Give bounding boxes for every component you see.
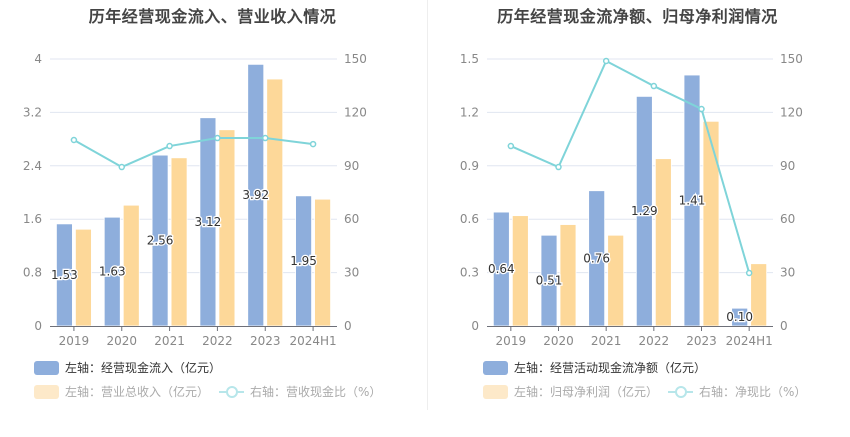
left-axis-tick-label: 0.6 xyxy=(460,212,479,226)
legend-swatch-bar xyxy=(34,384,59,399)
bar-data-label: 3.12 xyxy=(195,215,222,229)
ratio-line-point xyxy=(262,134,269,142)
chart-plot-area: 0 0 0.8 30 1.6 60 2.4 90 3.2 120 4 150 2019 2020 2021 2… xyxy=(23,52,367,348)
bar-data-label: 3.92 xyxy=(242,188,269,202)
right-axis-tick-label: 60 xyxy=(344,212,359,226)
left-axis-tick-label: 0.9 xyxy=(460,159,479,173)
legend-line-marker-icon xyxy=(219,385,244,399)
bar-secondary xyxy=(750,263,768,327)
ratio-line-point xyxy=(650,82,658,90)
legend-swatch-bar xyxy=(34,360,59,375)
x-axis-tick-label: 2019 xyxy=(59,334,90,348)
legend-line-marker-icon xyxy=(668,385,693,399)
right-axis-tick-label: 0 xyxy=(780,319,788,333)
bar-secondary xyxy=(266,78,284,327)
legend-label: 左轴：营业总收入（亿元） xyxy=(65,385,210,399)
bar-secondary xyxy=(314,198,331,327)
ratio-line-point xyxy=(745,269,753,277)
bar-secondary xyxy=(511,215,529,327)
x-axis-tick-label: 2020 xyxy=(543,334,574,348)
x-axis-tick-label: 2022 xyxy=(639,334,670,348)
chart-title: 历年经营现金流入、营业收入情况 xyxy=(88,7,337,26)
bar-data-label: 1.95 xyxy=(290,254,317,268)
x-axis-tick-label: 2022 xyxy=(202,334,233,348)
ratio-line-point xyxy=(70,136,78,144)
ratio-line-point xyxy=(309,140,317,148)
left-axis-tick-label: 0.3 xyxy=(460,266,479,280)
left-axis-tick-label: 1.2 xyxy=(460,105,479,119)
ratio-line-point xyxy=(698,105,705,113)
legend-label: 左轴：经营现金流入（亿元） xyxy=(65,361,222,375)
right-axis-tick-label: 90 xyxy=(780,159,795,173)
left-axis-tick-label: 1.6 xyxy=(23,212,42,226)
bar-data-label: 1.63 xyxy=(99,265,126,279)
legend-label: 右轴：净现比（%） xyxy=(699,385,807,399)
right-axis-tick-label: 120 xyxy=(780,105,803,119)
legend-swatch-bar xyxy=(483,360,508,375)
ratio-line-point xyxy=(507,142,515,150)
legend-item-net-profit[interactable]: 左轴：归母净利润（亿元） xyxy=(483,383,658,400)
ratio-line xyxy=(73,137,314,169)
legend-swatch-bar xyxy=(483,384,508,399)
bar-secondary xyxy=(702,120,720,327)
legend-item-net-cash-ratio[interactable]: 右轴：净现比（%） xyxy=(668,383,806,400)
right-axis-tick-label: 90 xyxy=(344,159,359,173)
legend-item-cash-inflow[interactable]: 左轴：经营现金流入（亿元） xyxy=(34,359,221,376)
ratio-line-point xyxy=(214,134,221,142)
right-axis-tick-label: 150 xyxy=(780,52,803,66)
left-axis-tick-label: 4 xyxy=(34,52,42,66)
chart-plot-area: 0 0 0.3 30 0.6 60 0.9 90 1.2 120 1.5 150 2019 2020 202… xyxy=(460,52,803,348)
bar-secondary xyxy=(75,228,92,327)
left-axis-tick-label: 0 xyxy=(34,319,42,333)
bar-data-label: 1.41 xyxy=(679,194,706,208)
legend-item-revenue[interactable]: 左轴：营业总收入（亿元） xyxy=(34,383,209,400)
panel-divider xyxy=(427,0,428,410)
x-axis-tick-label: 2023 xyxy=(686,334,717,348)
x-axis-tick-label: 2024H1 xyxy=(726,334,773,348)
x-axis-tick-label: 2021 xyxy=(591,334,622,348)
legend-label: 右轴：营收现金比（%） xyxy=(250,385,382,399)
x-axis-tick-label: 2020 xyxy=(106,334,137,348)
bar-secondary xyxy=(218,129,236,327)
chart-panel-net-cash-flow-net-profit: 历年经营现金流净额、归母净利润情况 0 0 0.3 30 0.6 60 0.9 90 1.2 12… xyxy=(425,0,850,437)
right-axis-tick-label: 60 xyxy=(780,212,795,226)
bar-data-label: 2.56 xyxy=(147,234,174,248)
bar-data-label: 1.53 xyxy=(51,268,78,282)
ratio-line xyxy=(510,59,751,274)
right-axis-tick-label: 150 xyxy=(344,52,367,66)
right-axis-tick-label: 0 xyxy=(344,319,352,333)
ratio-line-point xyxy=(166,142,173,150)
left-axis-tick-label: 0.8 xyxy=(23,266,42,280)
x-axis-tick-label: 2019 xyxy=(496,334,527,348)
left-axis-tick-label: 3.2 xyxy=(23,105,42,119)
x-axis-tick-label: 2023 xyxy=(250,334,281,348)
left-axis-tick-label: 2.4 xyxy=(23,159,42,173)
bar-data-label: 0.51 xyxy=(536,274,563,288)
bar-data-label: 0.76 xyxy=(583,251,610,265)
legend-label: 左轴：经营活动现金流净额（亿元） xyxy=(514,361,707,375)
right-axis-tick-label: 120 xyxy=(344,105,367,119)
x-axis-tick-label: 2021 xyxy=(154,334,185,348)
bar-data-label: 0.64 xyxy=(488,262,515,276)
bar-data-label: 0.10 xyxy=(726,310,753,324)
ratio-line-point xyxy=(555,163,562,171)
bar-secondary xyxy=(559,224,577,327)
bar-secondary xyxy=(607,234,625,327)
bar-secondary xyxy=(170,157,188,327)
x-axis-tick-label: 2024H1 xyxy=(289,334,336,348)
ratio-line-point xyxy=(602,57,610,65)
left-axis-tick-label: 1.5 xyxy=(460,52,479,66)
legend-item-net-cash-flow[interactable]: 左轴：经营活动现金流净额（亿元） xyxy=(483,359,706,376)
bar-data-label: 1.29 xyxy=(631,204,658,218)
chart-panel-cash-inflow-revenue: 历年经营现金流入、营业收入情况 0 0 0.8 30 1.6 60 2.4 90 3.2 120 4… xyxy=(23,7,382,400)
right-axis-tick-label: 30 xyxy=(780,266,795,280)
right-axis-tick-label: 30 xyxy=(344,266,359,280)
legend-item-revenue-cash-ratio[interactable]: 右轴：营收现金比（%） xyxy=(219,383,381,400)
ratio-line-point xyxy=(118,163,125,171)
chart-title: 历年经营现金流净额、归母净利润情况 xyxy=(497,7,778,26)
bar-secondary xyxy=(654,158,672,327)
legend-label: 左轴：归母净利润（亿元） xyxy=(514,385,659,399)
left-axis-tick-label: 0 xyxy=(471,319,479,333)
bar-secondary xyxy=(122,204,140,327)
